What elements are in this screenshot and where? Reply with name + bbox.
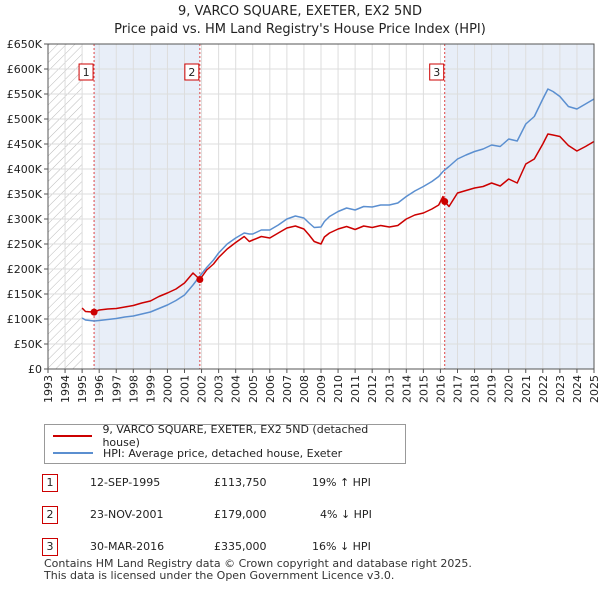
marker-label-1: 1 [83,66,90,79]
y-tick-label: £650K [7,38,43,51]
table-row: 1 12-SEP-1995 £113,750 19% ↑ HPI [40,474,440,494]
table-row: 2 23-NOV-2001 £179,000 4% ↓ HPI [40,506,440,526]
x-tick-label: 1998 [127,375,140,403]
y-tick-label: £250K [7,238,43,251]
x-tick-label: 2014 [400,375,413,403]
chart-title: 9, VARCO SQUARE, EXETER, EX2 5ND [177,4,423,19]
x-tick-label: 1999 [144,375,157,403]
x-tick-label: 2018 [469,375,482,403]
row-hpi-change: 16% ↓ HPI [312,540,371,553]
row-price: £113,750 [214,476,267,489]
y-tick-label: £150K [7,288,43,301]
legend-label-hpi: HPI: Average price, detached house, Exet… [103,446,343,460]
shaded-range [444,44,594,369]
x-tick-label: 1994 [59,375,72,403]
x-tick-label: 1995 [76,375,89,403]
marker-badge-2 [184,63,200,81]
shaded-range [94,44,200,369]
y-tick-label: £100K [7,313,43,326]
x-tick-label: 2012 [366,375,379,403]
x-tick-label: 2019 [486,375,499,403]
price-chart: 1 2 3 £0 £50K £100K £150K £200K £250K £300K £350K… [7,38,600,403]
hpi-line [81,88,595,322]
sale-point-1 [90,308,98,316]
x-tick-label: 2010 [332,375,345,403]
y-tick-label: £200K [7,263,43,276]
legend-item-price: 9, VARCO SQUARE, EXETER, EX2 5ND (detach… [45,423,405,449]
y-tick-label: £350K [7,188,43,201]
x-tick-label: 2020 [503,375,516,403]
chart-subtitle: Price paid vs. HM Land Registry's House … [114,22,486,37]
marker-badge-3 [429,63,445,81]
x-tick-label: 2003 [213,375,226,403]
row-number-badge: 2 [42,506,58,524]
x-tick-label: 2021 [520,375,533,403]
y-tick-label: £550K [7,88,43,101]
footer-copyright: Contains HM Land Registry data © Crown c… [44,557,472,570]
y-tick-label: £50K [14,338,43,351]
x-tick-label: 2009 [315,375,328,403]
legend-label-price: 9, VARCO SQUARE, EXETER, EX2 5ND (detach… [102,423,369,449]
legend-swatch-price [53,435,93,437]
x-tick-label: 2016 [434,375,447,403]
y-tick-label: £600K [7,63,43,76]
x-tick-label: 2005 [247,375,260,403]
marker-label-2: 2 [188,66,195,79]
x-tick-label: 1993 [42,375,55,403]
y-tick-label: £500K [7,113,43,126]
y-tick-label: £400K [7,163,43,176]
marker-label-3: 3 [433,66,440,79]
row-number-badge: 3 [42,538,58,556]
x-tick-label: 2006 [264,375,277,403]
x-tick-label: 2023 [554,375,567,403]
row-price: £335,000 [214,540,267,553]
y-tick-label: £300K [7,213,43,226]
row-hpi-change: 4% ↓ HPI [320,508,372,521]
x-tick-label: 1996 [93,375,106,403]
chart-legend: 9, VARCO SQUARE, EXETER, EX2 5ND (detach… [44,423,406,464]
x-tick-label: 2004 [230,375,243,403]
x-tick-label: 2008 [298,375,311,403]
y-tick-label: £0 [28,363,42,376]
x-tick-label: 2015 [417,375,430,403]
x-tick-label: 2025 [588,375,600,403]
x-tick-label: 1997 [110,375,123,403]
x-tick-label: 2022 [537,375,550,403]
footer-notice: Contains HM Land Registry data © Crown c… [44,558,472,582]
table-row: 3 30-MAR-2016 £335,000 16% ↓ HPI [40,538,440,558]
row-hpi-change: 19% ↑ HPI [312,476,371,489]
marker-badge-1 [78,63,94,81]
y-tick-label: £450K [7,138,43,151]
legend-item-hpi: HPI: Average price, detached house, Exet… [45,445,342,461]
x-tick-label: 2024 [571,375,584,403]
x-tick-label: 2013 [383,375,396,403]
x-tick-label: 2002 [196,375,209,403]
x-tick-label: 2001 [179,375,192,403]
x-tick-label: 2007 [281,375,294,403]
footer-licence: This data is licensed under the Open Gov… [44,569,395,582]
sale-point-3 [441,198,449,205]
row-date: 23-NOV-2001 [90,508,164,521]
sale-point-2 [196,276,204,283]
row-number-badge: 1 [42,474,58,492]
row-date: 12-SEP-1995 [90,476,161,489]
row-price: £179,000 [214,508,267,521]
row-date: 30-MAR-2016 [90,540,165,553]
x-tick-label: 2011 [349,375,362,403]
price-paid-line [81,133,595,313]
x-tick-label: 2000 [161,375,174,403]
legend-swatch-hpi [53,452,93,454]
x-tick-label: 2017 [452,375,465,403]
